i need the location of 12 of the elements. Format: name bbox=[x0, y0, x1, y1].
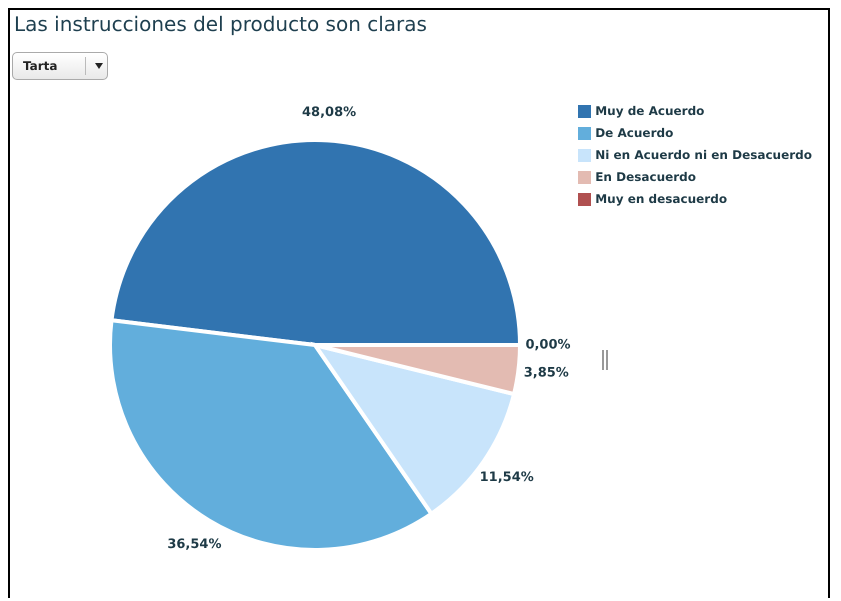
legend-label: De Acuerdo bbox=[595, 126, 674, 140]
legend-label: Muy en desacuerdo bbox=[595, 192, 728, 206]
chart-title: Las instrucciones del producto son claras bbox=[14, 12, 427, 36]
legend-label: Ni en Acuerdo ni en Desacuerdo bbox=[595, 148, 812, 162]
legend-label: En Desacuerdo bbox=[595, 170, 696, 184]
data-label: 3,85% bbox=[524, 366, 569, 381]
text: 0,00% bbox=[525, 338, 571, 352]
text: Tarta bbox=[22, 59, 58, 73]
data-label: 11,54% bbox=[480, 470, 534, 485]
data-label: 48,08% bbox=[302, 104, 356, 120]
legend-label: Muy de Acuerdo bbox=[595, 104, 704, 118]
data-label: 36,54% bbox=[167, 536, 222, 552]
